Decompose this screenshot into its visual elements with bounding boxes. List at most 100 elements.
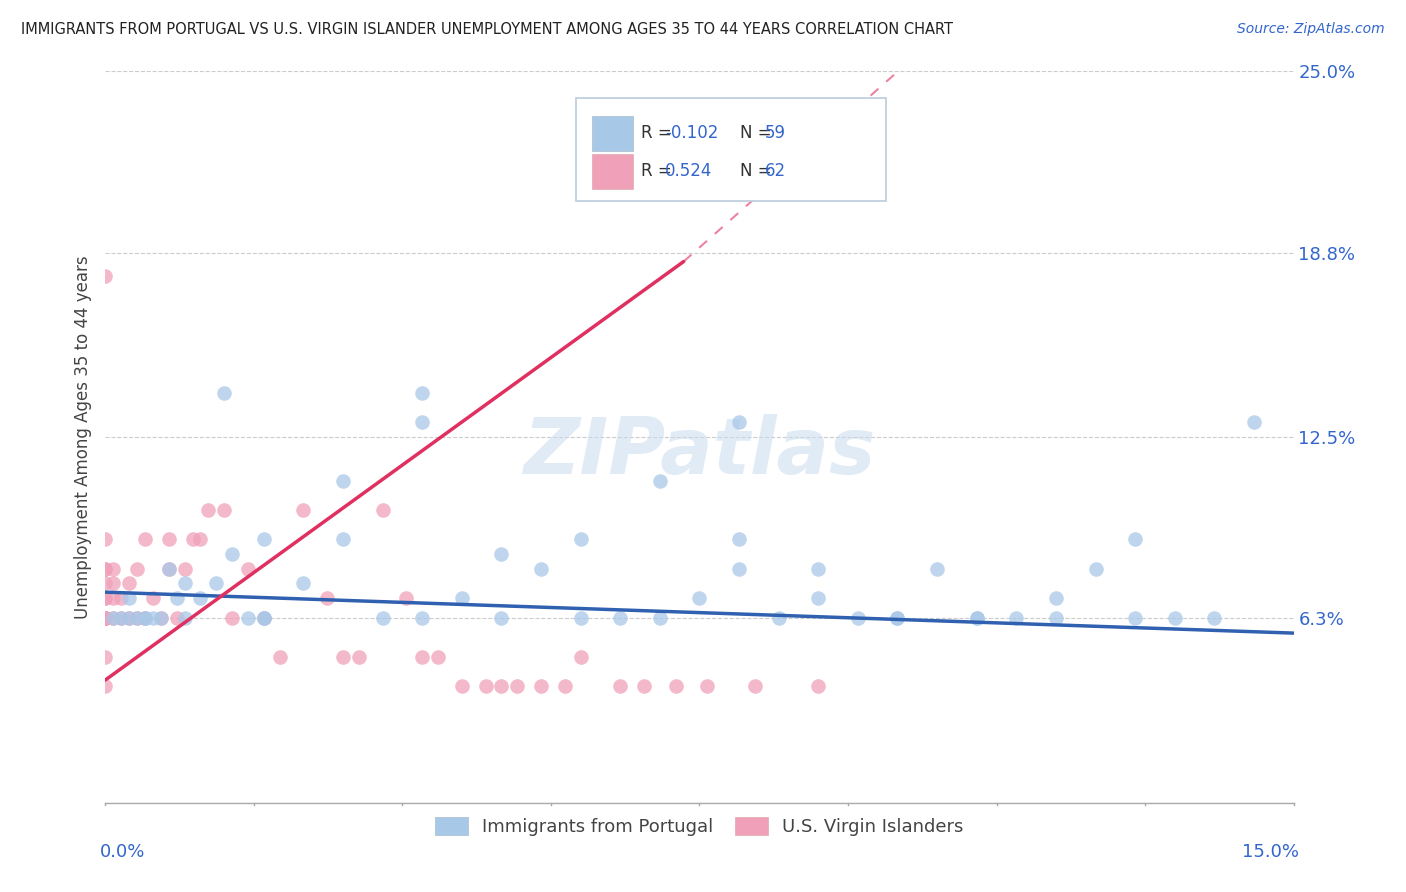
Point (236, 611, 259, 625)
Point (205, 576, 228, 591)
Text: R =: R = (641, 124, 678, 142)
Point (807, 679, 830, 693)
Point (696, 679, 718, 693)
Point (190, 591, 212, 605)
Point (134, 611, 156, 625)
Text: 0.0%: 0.0% (100, 843, 145, 861)
Point (103, 591, 125, 605)
Point (94, 591, 117, 605)
Point (886, 611, 908, 625)
Point (768, 611, 790, 625)
Point (807, 591, 830, 605)
Point (411, 386, 433, 401)
Point (94, 679, 117, 693)
Text: 59: 59 (765, 124, 786, 142)
Point (94, 611, 117, 625)
Point (450, 679, 472, 693)
Point (94, 611, 117, 625)
Point (491, 547, 513, 561)
Point (648, 611, 671, 625)
Point (1045, 611, 1067, 625)
Point (103, 576, 125, 591)
Point (966, 611, 988, 625)
Point (142, 591, 165, 605)
Point (966, 611, 988, 625)
Point (411, 416, 433, 430)
Text: Source: ZipAtlas.com: Source: ZipAtlas.com (1237, 22, 1385, 37)
Point (530, 562, 553, 576)
Text: 15.0%: 15.0% (1243, 843, 1299, 861)
Point (173, 562, 195, 576)
Point (94, 562, 117, 576)
Point (181, 533, 204, 547)
Text: 0.524: 0.524 (665, 162, 713, 180)
Point (371, 611, 394, 625)
Point (411, 611, 433, 625)
Point (127, 562, 149, 576)
Point (94, 611, 117, 625)
Point (142, 611, 165, 625)
Point (648, 474, 671, 488)
Point (94, 611, 117, 625)
Text: N =: N = (740, 162, 776, 180)
Point (253, 533, 276, 547)
Point (173, 576, 195, 591)
Point (728, 416, 751, 430)
Text: -0.102: -0.102 (665, 124, 718, 142)
Point (1204, 611, 1226, 625)
Point (94, 533, 117, 547)
Point (609, 679, 631, 693)
Point (269, 649, 291, 664)
Point (474, 679, 496, 693)
Point (569, 611, 592, 625)
Point (886, 611, 908, 625)
Point (728, 562, 751, 576)
Point (103, 611, 125, 625)
Point (253, 611, 276, 625)
Point (728, 533, 751, 547)
Point (214, 503, 236, 517)
Point (925, 562, 948, 576)
Point (103, 611, 125, 625)
Point (491, 679, 513, 693)
Point (1123, 533, 1146, 547)
Point (846, 611, 869, 625)
Point (110, 611, 132, 625)
Point (94, 562, 117, 576)
Point (395, 591, 418, 605)
Point (221, 547, 243, 561)
Point (292, 576, 315, 591)
Point (166, 611, 188, 625)
Point (292, 503, 315, 517)
Point (134, 611, 156, 625)
Text: ZIPatlas: ZIPatlas (523, 414, 876, 490)
Point (197, 503, 219, 517)
Point (316, 591, 339, 605)
Point (94, 611, 117, 625)
Point (157, 533, 180, 547)
Point (236, 562, 259, 576)
Point (127, 611, 149, 625)
Point (665, 679, 688, 693)
Point (371, 503, 394, 517)
Point (332, 533, 354, 547)
Point (1123, 611, 1146, 625)
Point (569, 649, 592, 664)
Point (633, 679, 655, 693)
Point (253, 611, 276, 625)
Point (110, 591, 132, 605)
Point (118, 611, 141, 625)
Point (149, 611, 172, 625)
Point (221, 611, 243, 625)
Point (807, 562, 830, 576)
Point (94, 649, 117, 664)
Point (347, 649, 370, 664)
Point (166, 591, 188, 605)
Point (411, 649, 433, 664)
Point (94, 611, 117, 625)
Point (609, 611, 631, 625)
Point (689, 591, 711, 605)
Point (1005, 611, 1028, 625)
Point (110, 611, 132, 625)
Point (134, 611, 156, 625)
